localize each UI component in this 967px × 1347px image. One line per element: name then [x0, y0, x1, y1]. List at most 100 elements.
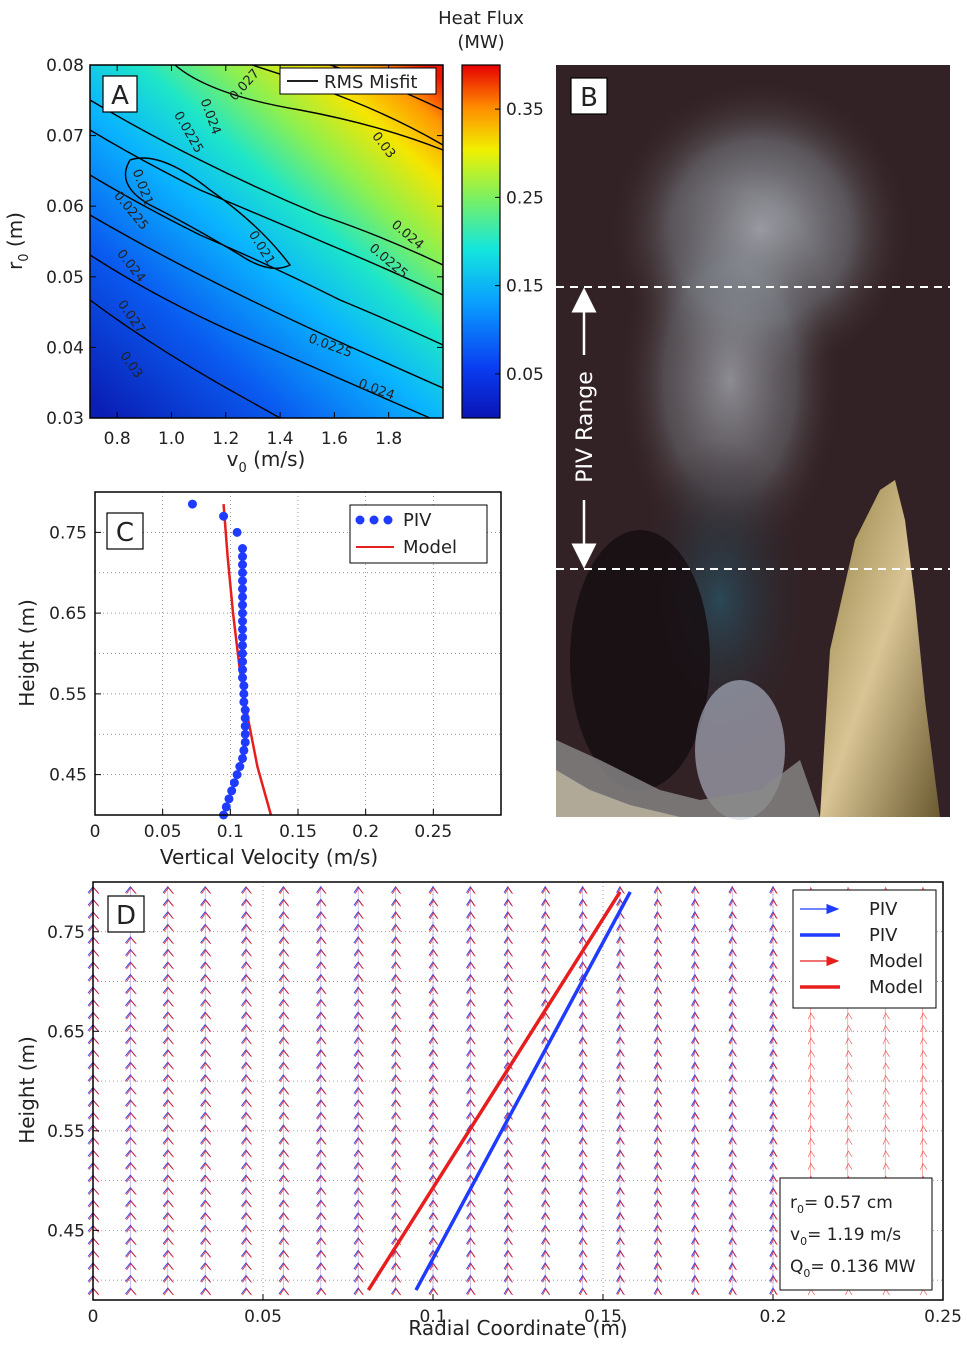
model-arrow — [692, 962, 700, 970]
piv-point — [238, 657, 248, 667]
legend-box-c — [349, 504, 488, 564]
model-arrow — [542, 949, 551, 957]
x-tick-label-a-4: 1.6 — [321, 429, 348, 449]
model-arrow — [542, 1100, 551, 1108]
model-arrow — [729, 1049, 737, 1058]
model-arrow — [354, 912, 364, 920]
piv-point — [238, 632, 248, 642]
model-arrow — [317, 987, 327, 995]
model-arrow — [770, 1237, 778, 1246]
model-arrow — [392, 974, 402, 982]
model-arrow — [542, 886, 551, 895]
piv-point — [238, 624, 248, 634]
model-arrow — [392, 899, 402, 907]
model-arrow — [126, 1162, 137, 1170]
model-arrow — [467, 1150, 476, 1158]
model-arrow — [729, 1250, 737, 1258]
model-arrow — [692, 1263, 700, 1271]
model-arrow — [201, 1288, 212, 1296]
model-arrow — [807, 1100, 815, 1108]
model-arrow — [163, 1062, 174, 1070]
y-tick-label-a-5: 0.08 — [46, 56, 84, 76]
model-arrow — [279, 1112, 290, 1120]
panel-c: 0 0.05 0.1 0.15 0.2 0.25 0.45 0.55 0.65 0.75 C PI… — [15, 491, 502, 869]
model-arrow — [201, 1012, 212, 1020]
model-arrow — [354, 1250, 364, 1258]
x-tick-label-a-2: 1.2 — [212, 429, 239, 449]
model-arrow — [201, 999, 212, 1007]
model-arrow — [317, 974, 327, 982]
param-q0: Q0= 0.136 MW — [790, 1257, 916, 1280]
model-arrow — [392, 1112, 402, 1120]
x-tick-label-a-5: 1.8 — [375, 429, 402, 449]
x-axis-label-c: Vertical Velocity (m/s) — [160, 845, 378, 869]
model-arrow — [729, 1024, 737, 1032]
panel-letter-b: B — [580, 83, 598, 113]
model-arrow — [163, 987, 174, 995]
model-arrow — [579, 974, 588, 982]
model-arrow — [126, 1087, 137, 1095]
model-arrow — [729, 1100, 737, 1108]
model-arrow — [729, 962, 737, 970]
model-arrow — [126, 1062, 137, 1070]
model-arrow — [354, 1213, 364, 1221]
model-arrow — [919, 1024, 928, 1032]
model-arrow — [579, 1150, 588, 1158]
model-arrow — [617, 937, 625, 945]
seafloor-rocks-light — [556, 770, 680, 817]
model-arrow — [354, 987, 364, 995]
panel-b-photo: PIV Range B — [556, 65, 950, 820]
model-arrow — [617, 1049, 625, 1058]
model-arrow — [504, 1212, 513, 1221]
model-arrow — [845, 1050, 853, 1057]
piv-point — [238, 560, 248, 570]
model-arrow — [242, 1213, 252, 1221]
model-arrow — [354, 1024, 364, 1032]
model-arrow — [392, 1175, 402, 1183]
model-arrow — [729, 1150, 737, 1158]
piv-point — [238, 584, 248, 594]
model-arrow — [770, 962, 778, 970]
model-arrow — [542, 1200, 551, 1208]
model-arrow — [201, 987, 212, 995]
model-arrow — [692, 1125, 700, 1133]
model-arrow — [201, 1250, 212, 1258]
piv-point — [240, 713, 250, 723]
piv-point — [239, 681, 249, 691]
model-arrow — [770, 1037, 778, 1045]
model-arrow — [617, 1187, 625, 1195]
plot-frame-a — [89, 64, 444, 419]
model-arrow — [882, 1012, 890, 1020]
panel-letter-box-c — [106, 512, 144, 550]
y-tick-label-a-1: 0.04 — [46, 338, 84, 358]
model-arrow — [504, 1137, 513, 1145]
model-arrow — [392, 1200, 402, 1208]
model-arrow — [617, 1125, 625, 1133]
model-arrow — [392, 1150, 402, 1158]
model-arrow — [770, 1012, 778, 1020]
model-arrow — [317, 899, 327, 907]
model-arrow — [279, 962, 290, 970]
seafloor-rocks — [556, 740, 820, 817]
model-arrow — [279, 1187, 290, 1196]
model-arrow — [845, 1037, 853, 1045]
x-tick-label-c-4: 0.2 — [352, 822, 379, 842]
model-arrow — [242, 999, 252, 1007]
model-arrow — [654, 962, 663, 970]
model-arrow — [617, 1112, 625, 1120]
piv-point — [239, 745, 249, 755]
model-arrow — [126, 1024, 137, 1033]
boundary-line-piv — [414, 891, 632, 1291]
model-arrow — [126, 1150, 137, 1158]
model-arrow — [429, 886, 439, 895]
model-arrow — [692, 1049, 700, 1058]
model-arrow — [279, 1162, 290, 1170]
model-arrow — [467, 962, 476, 970]
model-arrow — [317, 1213, 327, 1221]
model-arrow — [163, 912, 174, 920]
model-arrow — [279, 987, 290, 995]
model-arrow — [354, 1162, 364, 1170]
model-arrow — [729, 1225, 737, 1233]
model-arrow — [770, 1112, 778, 1120]
model-arrow — [770, 911, 778, 920]
